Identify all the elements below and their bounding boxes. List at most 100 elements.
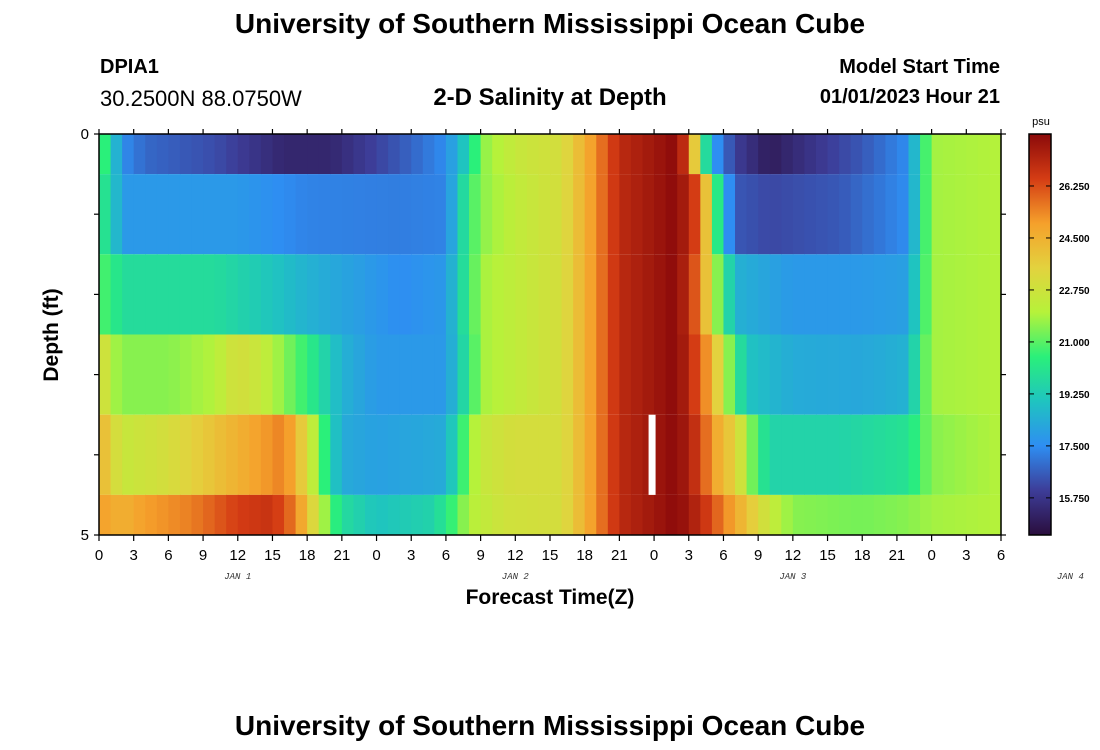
heatmap-cell bbox=[434, 134, 447, 175]
heatmap-cell bbox=[203, 254, 216, 335]
heatmap-cell bbox=[827, 254, 840, 335]
heatmap-cell bbox=[607, 254, 620, 335]
x-tick-label: 21 bbox=[611, 547, 628, 564]
heatmap-cell bbox=[295, 414, 308, 495]
heatmap-cell bbox=[665, 134, 678, 175]
heatmap-cell bbox=[226, 134, 239, 175]
heatmap-cell bbox=[538, 414, 551, 495]
heatmap-cell bbox=[457, 414, 470, 495]
heatmap-cell bbox=[214, 494, 227, 535]
heatmap-cell bbox=[145, 414, 158, 495]
heatmap-cell bbox=[503, 254, 516, 335]
x-tick-label: 12 bbox=[785, 547, 802, 564]
heatmap-cell bbox=[284, 254, 297, 335]
heatmap-cell bbox=[746, 254, 759, 335]
heatmap-cell bbox=[341, 334, 355, 415]
heatmap-cell bbox=[122, 254, 135, 335]
station-location: 30.2500N 88.0750W bbox=[100, 86, 302, 111]
heatmap-cell bbox=[445, 494, 459, 535]
heatmap-cell bbox=[954, 334, 967, 415]
heatmap-cell bbox=[469, 134, 482, 175]
heatmap-cell bbox=[862, 414, 875, 495]
heatmap-cell bbox=[469, 174, 482, 255]
heatmap-cell bbox=[364, 174, 378, 255]
heatmap-cell bbox=[214, 414, 227, 495]
heatmap-cell bbox=[133, 414, 146, 495]
colorbar-tick-label: 19.250 bbox=[1059, 390, 1090, 401]
heatmap-cell bbox=[885, 174, 898, 255]
heatmap-cell bbox=[133, 334, 146, 415]
x-tick-label: 15 bbox=[819, 547, 836, 564]
heatmap-cell bbox=[422, 414, 435, 495]
heatmap-cell bbox=[284, 134, 297, 175]
heatmap-cell bbox=[815, 334, 829, 415]
heatmap-cell bbox=[411, 174, 424, 255]
heatmap-cell bbox=[399, 174, 412, 255]
heatmap-cell bbox=[122, 494, 135, 535]
heatmap-cell bbox=[295, 134, 308, 175]
heatmap-cell bbox=[781, 334, 794, 415]
heatmap-cell bbox=[122, 414, 135, 495]
heatmap-cell bbox=[758, 494, 771, 535]
heatmap-cell bbox=[480, 134, 493, 175]
heatmap-cell bbox=[885, 134, 898, 175]
heatmap-cell bbox=[769, 494, 782, 535]
heatmap-cell bbox=[977, 254, 991, 335]
heatmap-cell bbox=[654, 254, 667, 335]
heatmap-cell bbox=[330, 334, 343, 415]
heatmap-cell bbox=[260, 334, 274, 415]
heatmap-cell bbox=[179, 174, 193, 255]
heatmap-cell bbox=[804, 334, 817, 415]
heatmap-cell bbox=[376, 254, 389, 335]
heatmap-cell bbox=[203, 134, 216, 175]
heatmap-cell bbox=[307, 414, 320, 495]
colorbar-unit: psu bbox=[1032, 116, 1050, 128]
heatmap-cell bbox=[827, 414, 840, 495]
heatmap-cell bbox=[711, 174, 725, 255]
heatmap-cell bbox=[330, 134, 343, 175]
heatmap-cell bbox=[156, 174, 169, 255]
heatmap-cell bbox=[977, 334, 991, 415]
heatmap-cell bbox=[145, 134, 158, 175]
heatmap-cell bbox=[573, 254, 586, 335]
heatmap-cell bbox=[492, 334, 505, 415]
heatmap-cell bbox=[538, 494, 551, 535]
heatmap-cell bbox=[873, 134, 886, 175]
heatmap-cell bbox=[873, 414, 886, 495]
heatmap-cell bbox=[619, 134, 632, 175]
heatmap-cell bbox=[711, 494, 725, 535]
heatmap-cell bbox=[538, 334, 551, 415]
heatmap-cell bbox=[422, 134, 435, 175]
heatmap-cell bbox=[99, 134, 112, 175]
heatmap-cell bbox=[388, 254, 401, 335]
heatmap-cell bbox=[885, 414, 898, 495]
heatmap-cell bbox=[688, 134, 701, 175]
heatmap-cell bbox=[145, 494, 158, 535]
heatmap-cell bbox=[630, 174, 644, 255]
heatmap-cell bbox=[654, 494, 667, 535]
heatmap-cell bbox=[920, 494, 933, 535]
heatmap-cell bbox=[688, 334, 701, 415]
heatmap-cell bbox=[434, 334, 447, 415]
heatmap-cell bbox=[677, 134, 690, 175]
heatmap-cell bbox=[295, 254, 308, 335]
heatmap-cell bbox=[920, 174, 933, 255]
heatmap-cell bbox=[654, 134, 667, 175]
heatmap-cell bbox=[457, 334, 470, 415]
day-labels: JAN 1 JAN 2 JAN 3 JAN 4 bbox=[224, 572, 1084, 582]
heatmap-cell bbox=[943, 254, 956, 335]
heatmap-cell bbox=[966, 174, 979, 255]
heatmap-cell bbox=[284, 334, 297, 415]
heatmap-cell bbox=[364, 254, 378, 335]
heatmap-cell bbox=[399, 414, 412, 495]
heatmap-cell bbox=[804, 174, 817, 255]
y-tick-label: 5 bbox=[81, 527, 89, 544]
heatmap-cell bbox=[943, 494, 956, 535]
heatmap-cell bbox=[839, 134, 852, 175]
heatmap-cell bbox=[850, 254, 863, 335]
heatmap-cell bbox=[237, 414, 250, 495]
heatmap-cell bbox=[688, 414, 701, 495]
heatmap-cell bbox=[908, 334, 921, 415]
heatmap-cell bbox=[318, 254, 331, 335]
heatmap-cell bbox=[364, 134, 378, 175]
